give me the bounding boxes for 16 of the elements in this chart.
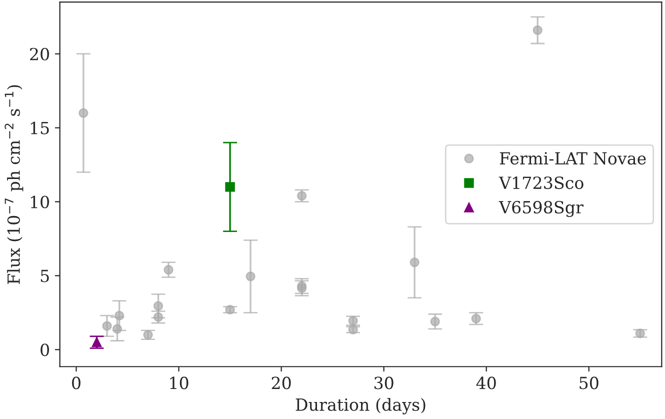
x-tick-label: 10 — [170, 376, 188, 390]
y-tick-label: 15 — [30, 122, 49, 134]
y-tick-label: 20 — [30, 48, 50, 60]
x-tick-label: 0 — [72, 376, 80, 390]
y-axis-title: Flux (10$^{−7}$ ph cm$^{−2}$ s$^{−1}$) — [4, 85, 24, 284]
y-tick-label: 10 — [30, 196, 50, 208]
y-tick-label: 5 — [40, 270, 49, 282]
x-tick-label: 40 — [476, 376, 496, 390]
x-tick-label: 50 — [580, 376, 598, 390]
y-tick-label: 0 — [40, 344, 50, 356]
x-tick-label: 30 — [374, 376, 394, 390]
legend-label: V6598Sgr — [498, 200, 584, 218]
x-axis-title: Duration (days) — [296, 398, 426, 414]
legend-label: V1723Sco — [498, 176, 584, 190]
x-tick-label: 20 — [272, 376, 291, 390]
legend-label: Fermi-LAT Novae — [500, 152, 646, 165]
